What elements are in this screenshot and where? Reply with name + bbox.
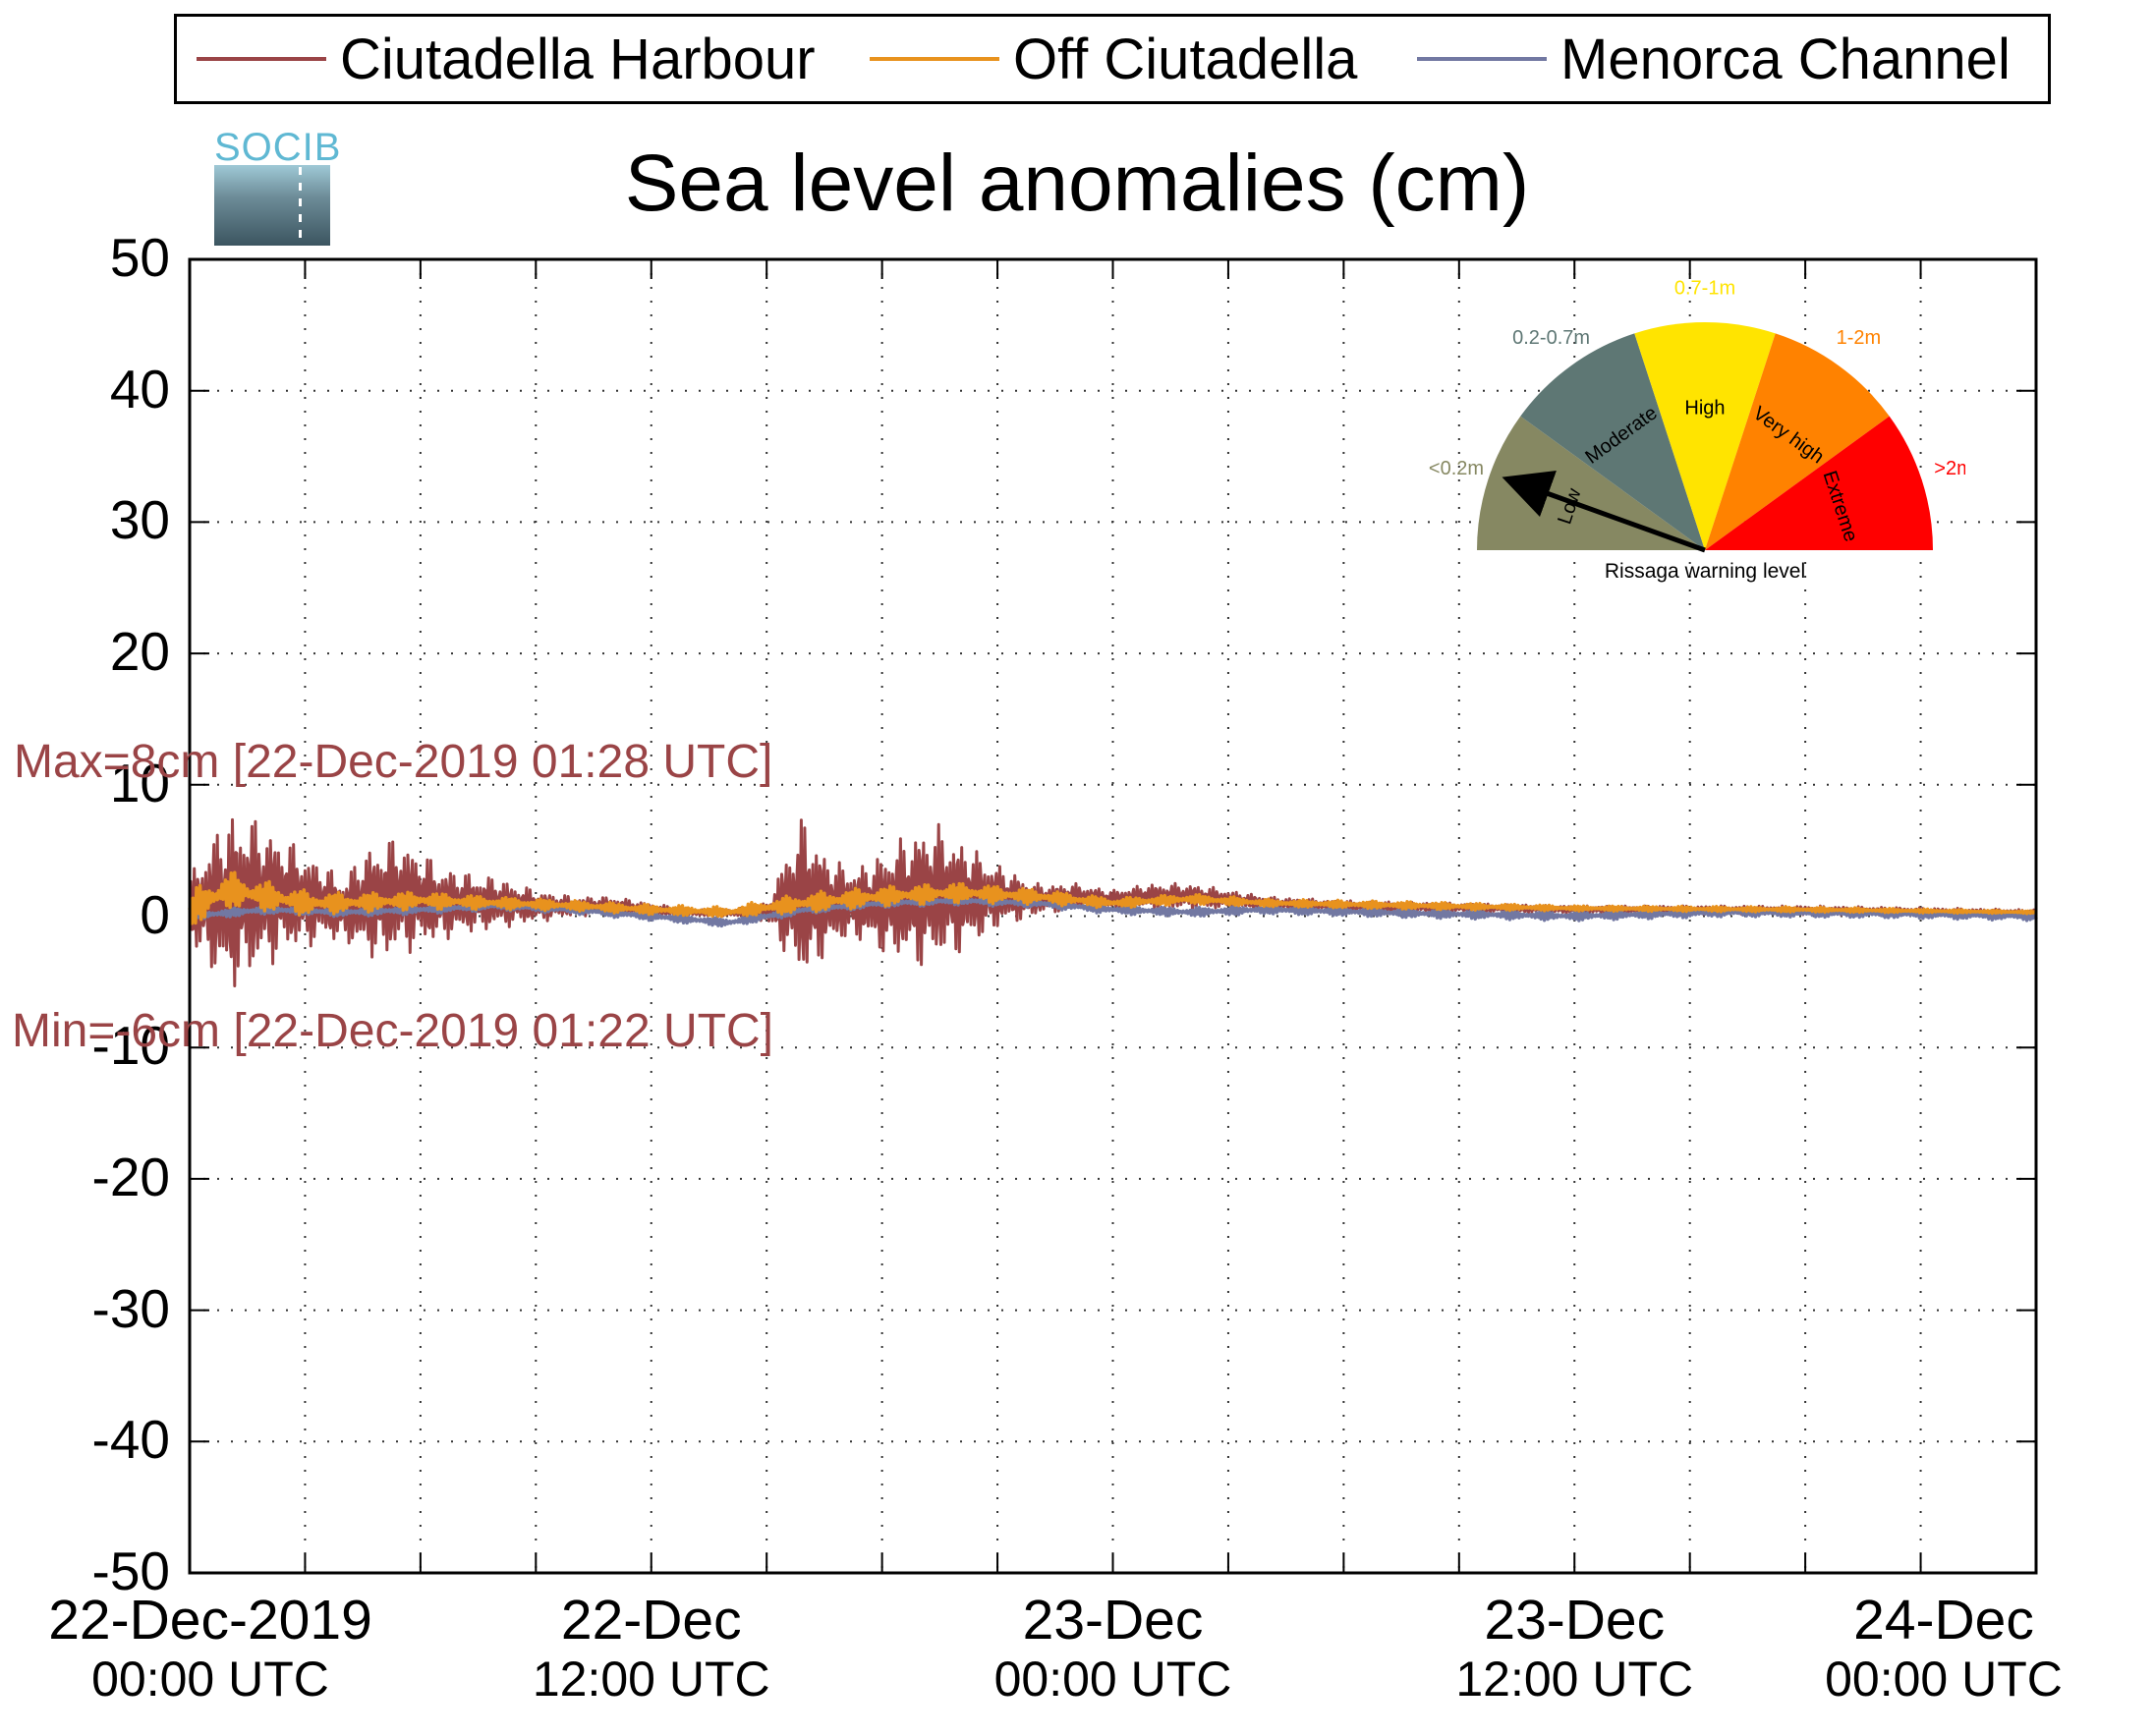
legend-entry-menorca-channel: Menorca Channel [1417,17,2011,101]
legend-label-ciutadella-harbour: Ciutadella Harbour [340,27,816,91]
x-tick-label: 22-Dec 12:00 UTC [445,1590,858,1708]
x-tick-time: 12:00 UTC [532,1652,770,1707]
x-tick-label: 22-Dec-2019 00:00 UTC [4,1590,417,1708]
gauge-level-label: High [1684,397,1725,419]
min-annotation: Min=-6cm [22-Dec-2019 01:22 UTC] [12,1005,773,1057]
socib-logo-icon [214,165,330,246]
y-tick-label: 40 [109,358,170,420]
gauge-needle [1502,471,1706,553]
gauge-caption: Rissaga warning level [1605,560,1805,583]
gauge-sector-extreme [1705,416,1933,550]
gauge-sector-very-high [1705,333,1890,550]
y-tick-label: 0 [140,883,170,945]
socib-logo-text: SOCIB [214,126,342,169]
x-tick-time: 00:00 UTC [1825,1652,2063,1707]
y-tick-label: 50 [109,227,170,288]
x-tick-date: 22-Dec-2019 [48,1589,372,1652]
x-tick-label: 24-Dec 00:00 UTC [1737,1590,2150,1708]
x-tick-date: 22-Dec [560,1589,742,1652]
gauge-range-label: 1-2m [1837,327,1882,349]
gauge-range-label: 0.2-0.7m [1512,327,1590,349]
x-tick-time: 12:00 UTC [1455,1652,1694,1707]
legend: Ciutadella Harbour Off Ciutadella Menorc… [174,14,2051,104]
legend-entry-off-ciutadella: Off Ciutadella [870,17,1357,101]
legend-entry-ciutadella-harbour: Ciutadella Harbour [197,17,816,101]
y-tick-label: -20 [91,1146,171,1207]
y-tick-label: 20 [109,621,170,683]
x-tick-label: 23-Dec 00:00 UTC [907,1590,1320,1708]
series-line-off-ciutadella [188,870,2038,925]
gauge-range-label: <0.2m [1429,458,1484,479]
y-tick-label: -10 [91,1015,171,1077]
x-tick-date: 23-Dec [1022,1589,1204,1652]
legend-label-off-ciutadella: Off Ciutadella [1013,27,1358,91]
legend-swatch-ciutadella-harbour [197,57,326,61]
chart-title: Sea level anomalies (cm) [624,139,1530,228]
plot-frame [188,257,2038,1575]
x-tick-date: 24-Dec [1853,1589,2034,1652]
y-tick-label: 30 [109,489,170,551]
gauge-range-label: >2m [1934,458,1965,479]
x-tick-date: 23-Dec [1484,1589,1666,1652]
gauge-range-label: 0.7-1m [1674,277,1735,299]
legend-swatch-menorca-channel [1417,57,1547,61]
y-tick-label: -40 [91,1409,171,1471]
legend-swatch-off-ciutadella [870,57,999,61]
x-tick-label: 23-Dec 12:00 UTC [1368,1590,1781,1708]
gauge-sector-moderate [1520,333,1705,550]
y-tick-label: 10 [109,752,170,813]
x-tick-time: 00:00 UTC [993,1652,1232,1707]
max-annotation: Max=8cm [22-Dec-2019 01:28 UTC] [14,736,773,788]
y-tick-label: -30 [91,1277,171,1339]
legend-label-menorca-channel: Menorca Channel [1560,27,2011,91]
socib-logo-dash [299,167,302,244]
x-tick-time: 00:00 UTC [91,1652,329,1707]
gauge-sector-high [1634,322,1776,550]
y-tick-label: -50 [91,1540,171,1601]
